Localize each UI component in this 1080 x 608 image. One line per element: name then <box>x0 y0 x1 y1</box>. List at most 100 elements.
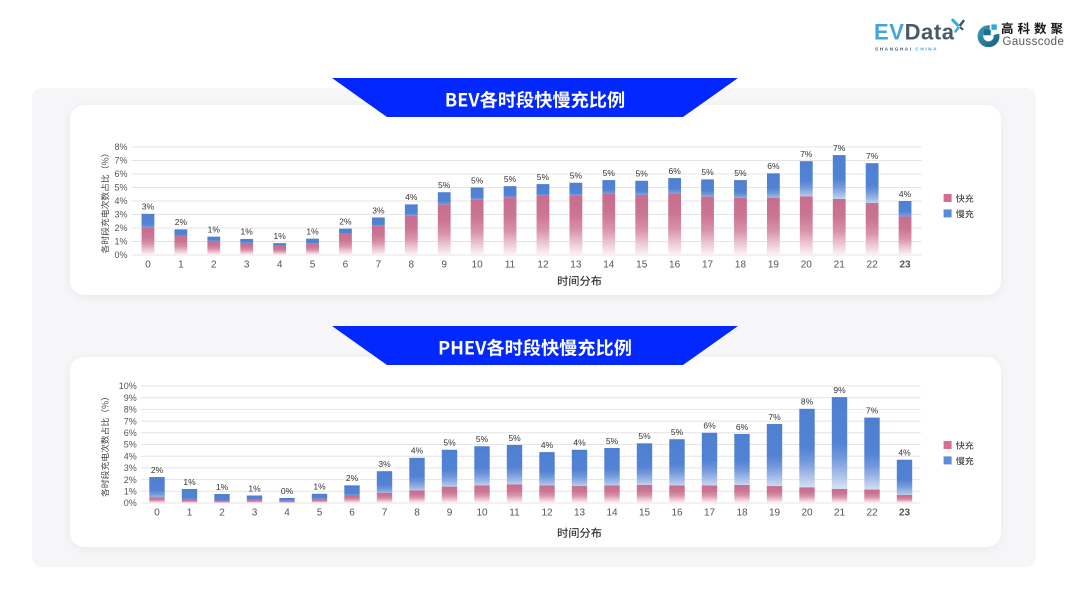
svg-text:8: 8 <box>414 508 420 519</box>
svg-text:16: 16 <box>669 260 681 271</box>
svg-text:10: 10 <box>476 508 488 519</box>
svg-text:0: 0 <box>145 260 151 271</box>
svg-text:3%: 3% <box>378 459 391 469</box>
svg-text:5%: 5% <box>504 174 517 184</box>
svg-text:1%: 1% <box>248 483 261 493</box>
svg-text:13: 13 <box>574 508 586 519</box>
svg-text:3: 3 <box>252 508 258 519</box>
svg-text:17: 17 <box>702 260 714 271</box>
svg-text:5%: 5% <box>438 180 451 190</box>
svg-text:4%: 4% <box>411 446 424 456</box>
svg-text:9%: 9% <box>124 393 137 403</box>
svg-text:11: 11 <box>505 260 516 271</box>
svg-text:5%: 5% <box>124 440 137 450</box>
svg-text:20: 20 <box>801 260 813 271</box>
svg-text:8%: 8% <box>124 405 137 415</box>
svg-text:4: 4 <box>284 508 290 519</box>
svg-text:12: 12 <box>537 260 549 271</box>
svg-text:5%: 5% <box>471 175 484 185</box>
svg-text:6%: 6% <box>668 166 681 176</box>
svg-text:1%: 1% <box>124 487 137 497</box>
svg-text:EVData: EVData <box>874 20 955 45</box>
svg-text:0%: 0% <box>114 250 127 260</box>
svg-text:5%: 5% <box>537 172 550 182</box>
svg-text:12: 12 <box>541 508 553 519</box>
svg-text:23: 23 <box>899 260 911 271</box>
svg-text:1%: 1% <box>313 482 326 492</box>
svg-text:18: 18 <box>735 260 747 271</box>
svg-text:21: 21 <box>834 508 846 519</box>
svg-text:5%: 5% <box>638 431 651 441</box>
svg-text:2: 2 <box>219 508 225 519</box>
svg-text:22: 22 <box>866 508 878 519</box>
svg-text:9: 9 <box>441 260 447 271</box>
svg-text:8%: 8% <box>801 397 814 407</box>
svg-text:23: 23 <box>899 508 911 519</box>
svg-text:4%: 4% <box>573 438 586 448</box>
svg-text:7: 7 <box>382 508 388 519</box>
svg-text:5: 5 <box>310 260 316 271</box>
svg-text:9: 9 <box>447 508 453 519</box>
svg-text:2: 2 <box>211 260 217 271</box>
svg-text:4%: 4% <box>124 451 137 461</box>
svg-text:0%: 0% <box>124 498 137 508</box>
svg-text:7%: 7% <box>800 149 813 159</box>
svg-text:1%: 1% <box>183 477 196 487</box>
svg-text:19: 19 <box>768 260 780 271</box>
svg-text:3: 3 <box>244 260 250 271</box>
svg-text:18: 18 <box>736 508 748 519</box>
svg-text:5%: 5% <box>671 427 684 437</box>
svg-text:10: 10 <box>472 260 484 271</box>
svg-text:4%: 4% <box>898 448 911 458</box>
svg-text:6: 6 <box>343 260 349 271</box>
svg-text:4%: 4% <box>541 440 554 450</box>
svg-text:13: 13 <box>570 260 582 271</box>
svg-text:6: 6 <box>349 508 355 519</box>
svg-text:16: 16 <box>671 508 683 519</box>
svg-text:0: 0 <box>154 508 160 519</box>
svg-text:8: 8 <box>409 260 415 271</box>
svg-text:10%: 10% <box>119 381 137 391</box>
svg-text:1: 1 <box>178 260 184 271</box>
svg-text:20: 20 <box>801 508 813 519</box>
svg-text:6%: 6% <box>703 421 716 431</box>
svg-text:6%: 6% <box>124 428 137 438</box>
svg-text:5%: 5% <box>476 434 489 444</box>
svg-text:15: 15 <box>636 260 648 271</box>
svg-text:SHANGHAI CHINA: SHANGHAI CHINA <box>875 47 938 53</box>
svg-text:5%: 5% <box>636 169 649 179</box>
svg-text:1%: 1% <box>114 237 127 247</box>
svg-text:14: 14 <box>606 508 618 519</box>
svg-text:4%: 4% <box>405 192 418 202</box>
svg-text:1%: 1% <box>241 227 254 237</box>
svg-text:5%: 5% <box>603 168 616 178</box>
svg-text:14: 14 <box>603 260 615 271</box>
svg-text:5%: 5% <box>570 171 583 181</box>
svg-text:3%: 3% <box>142 202 155 212</box>
svg-text:21: 21 <box>834 260 846 271</box>
svg-text:1%: 1% <box>208 224 221 234</box>
svg-text:2%: 2% <box>151 465 164 475</box>
svg-text:9%: 9% <box>833 385 846 395</box>
svg-text:17: 17 <box>704 508 716 519</box>
svg-text:1%: 1% <box>306 226 319 236</box>
svg-text:2%: 2% <box>339 216 352 226</box>
svg-text:3%: 3% <box>114 210 127 220</box>
svg-text:7%: 7% <box>124 416 137 426</box>
svg-text:5%: 5% <box>114 183 127 193</box>
svg-text:11: 11 <box>509 508 520 519</box>
svg-text:7: 7 <box>376 260 382 271</box>
svg-text:6%: 6% <box>736 422 749 432</box>
svg-text:0%: 0% <box>281 486 294 496</box>
svg-text:2%: 2% <box>175 217 188 227</box>
svg-text:7%: 7% <box>866 405 879 415</box>
svg-text:5%: 5% <box>734 168 747 178</box>
svg-text:5%: 5% <box>508 433 521 443</box>
svg-text:19: 19 <box>769 508 781 519</box>
svg-text:2%: 2% <box>114 223 127 233</box>
svg-text:5%: 5% <box>606 436 619 446</box>
svg-text:1: 1 <box>187 508 193 519</box>
svg-text:1%: 1% <box>273 231 286 241</box>
svg-text:5%: 5% <box>443 438 456 448</box>
svg-text:1%: 1% <box>216 482 229 492</box>
